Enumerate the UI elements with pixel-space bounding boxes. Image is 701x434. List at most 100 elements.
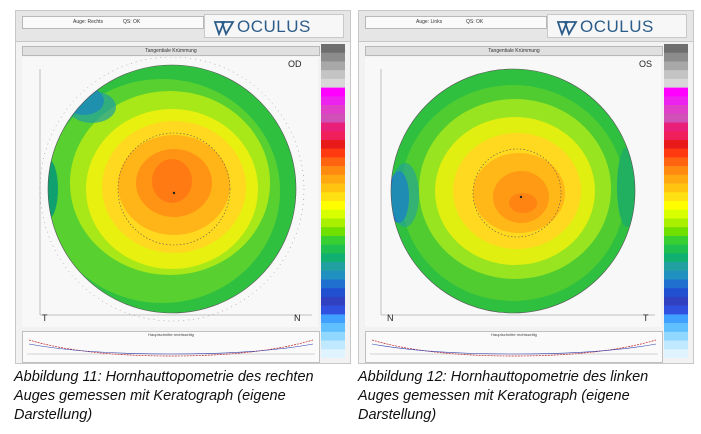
corner-label-right: N: [294, 313, 301, 323]
scale-swatch: [664, 78, 688, 88]
curvature-color-scale: [321, 44, 345, 358]
oculus-logo-icon: [213, 21, 235, 36]
scale-swatch: [321, 44, 345, 54]
scale-swatch: [321, 262, 345, 272]
scale-swatch: [321, 218, 345, 228]
scale-swatch: [321, 244, 345, 254]
scale-swatch: [321, 105, 345, 115]
scale-swatch: [321, 340, 345, 350]
map-title: Tangentiale Krümmung: [22, 46, 320, 56]
scale-swatch: [321, 96, 345, 106]
scale-swatch: [664, 314, 688, 324]
eye-label: Auge: Links: [416, 19, 443, 25]
scale-swatch: [664, 96, 688, 106]
logo-text: OCULUS: [237, 17, 311, 36]
scale-swatch: [321, 323, 345, 333]
scale-swatch: [664, 262, 688, 272]
scale-swatch: [321, 288, 345, 298]
scale-swatch: [664, 166, 688, 176]
scale-swatch: [664, 296, 688, 306]
scale-swatch: [664, 87, 688, 97]
corner-label-left: N: [387, 313, 394, 323]
scale-swatch: [664, 244, 688, 254]
corner-label-left: T: [42, 313, 48, 323]
scale-swatch: [321, 166, 345, 176]
profile-title: Hauptschnitte rechtsseitig: [491, 332, 537, 337]
scale-swatch: [664, 340, 688, 350]
scale-swatch: [664, 349, 688, 358]
scale-swatch: [664, 113, 688, 123]
scale-swatch: [321, 296, 345, 306]
scale-swatch: [321, 305, 345, 315]
panel-header: Auge: Rechts QS: OK OCULUS: [16, 11, 350, 42]
scale-swatch: [664, 218, 688, 228]
tangential-curvature-map: [365, 57, 661, 327]
quality-status: QS: OK: [123, 19, 141, 25]
scale-swatch: [321, 253, 345, 263]
eye-label: Auge: Rechts: [73, 19, 104, 25]
oculus-logo-icon: [556, 21, 578, 36]
topography-panel-left-eye: Auge: Links QS: OK OCULUS Tangentiale Kr…: [358, 10, 694, 364]
scale-swatch: [321, 331, 345, 341]
scale-swatch: [321, 87, 345, 97]
scale-swatch: [664, 227, 688, 237]
scale-swatch: [321, 270, 345, 280]
profile-curve: [27, 339, 315, 357]
scale-swatch: [664, 305, 688, 315]
scale-swatch: [664, 148, 688, 158]
scale-swatch: [664, 52, 688, 62]
scale-swatch: [664, 253, 688, 263]
scale-swatch: [321, 78, 345, 88]
eye-code-label: OS: [639, 59, 653, 69]
figure-caption-12: Abbildung 12: Hornhauttopometrie des lin…: [358, 369, 649, 423]
scale-swatch: [321, 192, 345, 202]
oculus-logo: OCULUS: [204, 14, 344, 38]
scale-swatch: [664, 174, 688, 184]
patient-field: Auge: Rechts QS: OK: [22, 16, 204, 29]
scale-swatch: [664, 44, 688, 54]
profile-curve: [370, 339, 658, 357]
logo-text: OCULUS: [580, 17, 654, 36]
meridian-profile: Hauptschnitte rechtsseitig: [365, 331, 663, 363]
scale-swatch: [664, 201, 688, 211]
scale-swatch: [664, 61, 688, 71]
panel-header: Auge: Links QS: OK OCULUS: [359, 11, 693, 42]
patient-field: Auge: Links QS: OK: [365, 16, 547, 29]
scale-swatch: [321, 157, 345, 167]
corner-label-right: T: [643, 313, 649, 323]
scale-swatch: [321, 314, 345, 324]
scale-swatch: [321, 279, 345, 289]
topography-panel-right-eye: Auge: Rechts QS: OK OCULUS Tangentiale K…: [15, 10, 351, 364]
scale-swatch: [321, 52, 345, 62]
scale-swatch: [321, 201, 345, 211]
scale-swatch: [664, 70, 688, 80]
quality-status: QS: OK: [466, 19, 484, 25]
scale-swatch: [321, 349, 345, 358]
scale-swatch: [321, 70, 345, 80]
scale-swatch: [664, 157, 688, 167]
scale-swatch: [321, 148, 345, 158]
scale-swatch: [321, 113, 345, 123]
scale-swatch: [664, 331, 688, 341]
scale-swatch: [321, 183, 345, 193]
map-title: Tangentiale Krümmung: [365, 46, 663, 56]
scale-swatch: [664, 279, 688, 289]
scale-swatch: [321, 131, 345, 141]
scale-swatch: [664, 323, 688, 333]
scale-swatch: [664, 209, 688, 219]
scale-swatch: [664, 235, 688, 245]
scale-swatch: [321, 227, 345, 237]
scale-swatch: [664, 139, 688, 149]
tangential-curvature-map: [22, 57, 318, 327]
eye-code-label: OD: [288, 59, 302, 69]
scale-swatch: [664, 288, 688, 298]
scale-swatch: [321, 174, 345, 184]
scale-swatch: [321, 122, 345, 132]
scale-swatch: [664, 122, 688, 132]
scale-swatch: [664, 270, 688, 280]
meridian-profile: Hauptschnitte rechtsseitig: [22, 331, 320, 363]
oculus-logo: OCULUS: [547, 14, 687, 38]
scale-swatch: [321, 209, 345, 219]
profile-title: Hauptschnitte rechtsseitig: [148, 332, 194, 337]
scale-swatch: [664, 192, 688, 202]
